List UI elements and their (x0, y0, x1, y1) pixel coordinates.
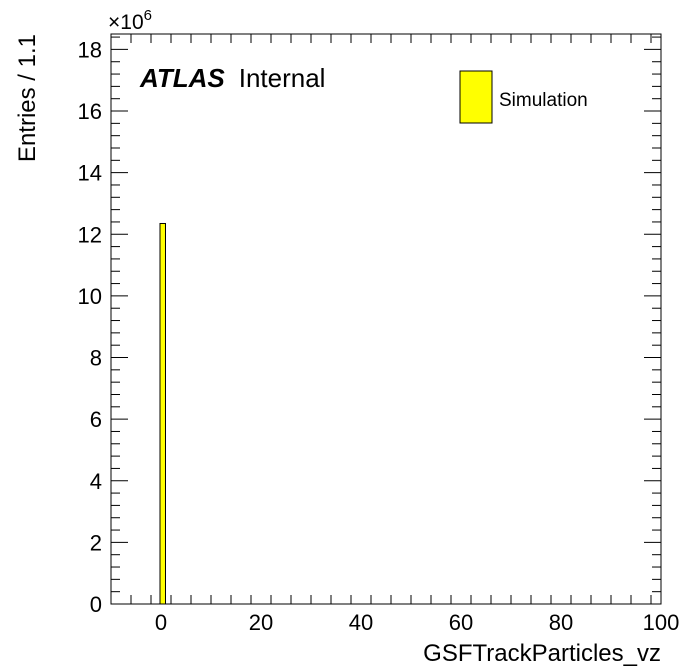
tick-labels-layer: 0 20 40 60 80 100 0 2 4 6 8 10 12 14 16 18 (78, 37, 680, 635)
x-axis-title: GSFTrackParticles_vz (423, 640, 661, 667)
legend: Simulation (459, 70, 588, 124)
y-axis-multiplier: ×106 (108, 7, 152, 34)
atlas-label-bold: ATLAS (139, 63, 225, 93)
x-tick-label: 80 (549, 610, 573, 635)
y-tick-label: 10 (78, 284, 102, 309)
x-tick-label: 60 (449, 610, 473, 635)
y-tick-label: 12 (78, 222, 102, 247)
y-tick-label: 18 (78, 37, 102, 62)
plot-frame (110, 33, 662, 605)
x-tick-label: 0 (155, 610, 167, 635)
legend-label-simulation: Simulation (499, 90, 588, 111)
y-tick-label: 0 (90, 592, 102, 617)
y-axis-title: Entries / 1.1 (14, 34, 41, 162)
x-tick-label: 20 (249, 610, 273, 635)
y-tick-label: 6 (90, 407, 102, 432)
y-tick-label: 14 (78, 161, 102, 186)
atlas-label: ATLAS Internal (139, 63, 325, 93)
ticks-layer (110, 34, 661, 605)
x-tick-label: 40 (349, 610, 373, 635)
bars-layer (159, 222, 166, 605)
y-tick-label: 16 (78, 99, 102, 124)
x-tick-label: 100 (643, 610, 680, 635)
y-tick-label: 2 (90, 530, 102, 555)
y-axis-multiplier-exponent: 6 (144, 7, 152, 24)
histogram-bar-0 (159, 222, 166, 605)
atlas-label-text: Internal (239, 63, 326, 93)
legend-swatch-simulation (459, 70, 493, 124)
y-tick-label: 8 (90, 346, 102, 371)
y-tick-label: 4 (90, 469, 102, 494)
y-axis-multiplier-base: ×10 (108, 11, 144, 34)
